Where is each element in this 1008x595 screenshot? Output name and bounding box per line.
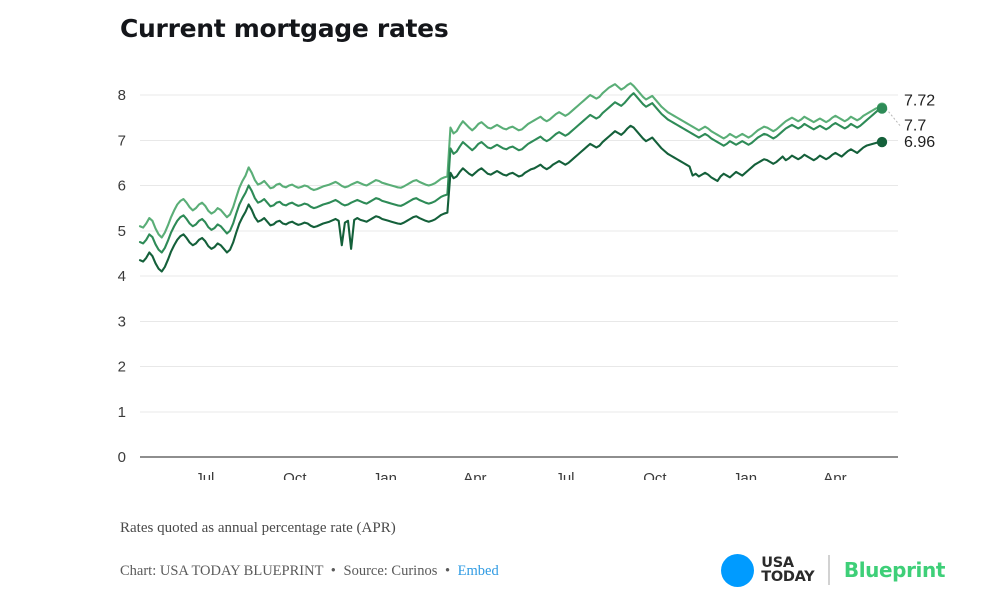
y-tick-label: 7	[118, 132, 126, 149]
x-tick-label-month: Jul	[195, 470, 214, 480]
y-tick-label: 6	[118, 178, 126, 195]
x-tick-label-month: Oct	[643, 470, 667, 480]
y-tick-label: 0	[118, 449, 126, 466]
series-endpoint-dot	[876, 103, 888, 114]
series-line-series-mid	[138, 92, 884, 254]
series-end-label: 7.7	[904, 118, 926, 135]
brand-lockup: USA TODAY Blueprint	[721, 552, 945, 588]
page-title: Current mortgage rates	[120, 14, 449, 43]
usa-today-line-1: USA	[761, 554, 794, 571]
circle-icon	[721, 553, 755, 587]
x-tick-label-month: Apr	[823, 470, 846, 480]
embed-link[interactable]: Embed	[457, 563, 499, 579]
line-chart-svg: 012345678Jul2022OctJan2023AprJulOctJan20…	[118, 82, 935, 480]
credit-chart-text: Chart: USA TODAY BLUEPRINT	[120, 563, 324, 579]
series-line-series-light	[138, 82, 884, 239]
credit-separator-1: •	[330, 563, 336, 579]
series-line-series-dark	[138, 124, 884, 273]
usa-today-wordmark: USA TODAY	[761, 554, 815, 585]
x-tick-label-month: Jul	[555, 470, 574, 480]
blueprint-wordmark: Blueprint	[843, 558, 946, 582]
y-tick-label: 1	[118, 404, 126, 421]
credit-source-text: Source: Curinos	[343, 563, 438, 579]
leader-line	[885, 108, 901, 126]
chart-note: Rates quoted as annual percentage rate (…	[120, 520, 396, 536]
y-tick-label: 8	[118, 87, 126, 104]
x-tick-label-month: Oct	[283, 470, 307, 480]
x-tick-label-month: Jan	[373, 470, 397, 480]
y-tick-label: 3	[118, 313, 126, 330]
brand-divider	[828, 555, 830, 585]
credit-separator-2: •	[444, 563, 451, 579]
usa-today-line-2: TODAY	[761, 569, 815, 585]
usa-today-logo: USA TODAY	[721, 553, 815, 587]
y-tick-label: 2	[118, 359, 126, 376]
y-tick-label: 4	[118, 268, 126, 285]
series-end-label: 6.96	[904, 134, 935, 151]
chart-credit: Chart: USA TODAY BLUEPRINT • Source: Cur…	[120, 563, 499, 580]
chart-plot-area: 012345678Jul2022OctJan2023AprJulOctJan20…	[0, 60, 1008, 480]
x-tick-label-month: Apr	[463, 470, 486, 480]
series-endpoint-dot	[876, 136, 888, 148]
series-end-label: 7.72	[904, 93, 935, 110]
x-tick-label-month: Jan	[733, 470, 757, 480]
y-tick-label: 5	[118, 223, 126, 240]
